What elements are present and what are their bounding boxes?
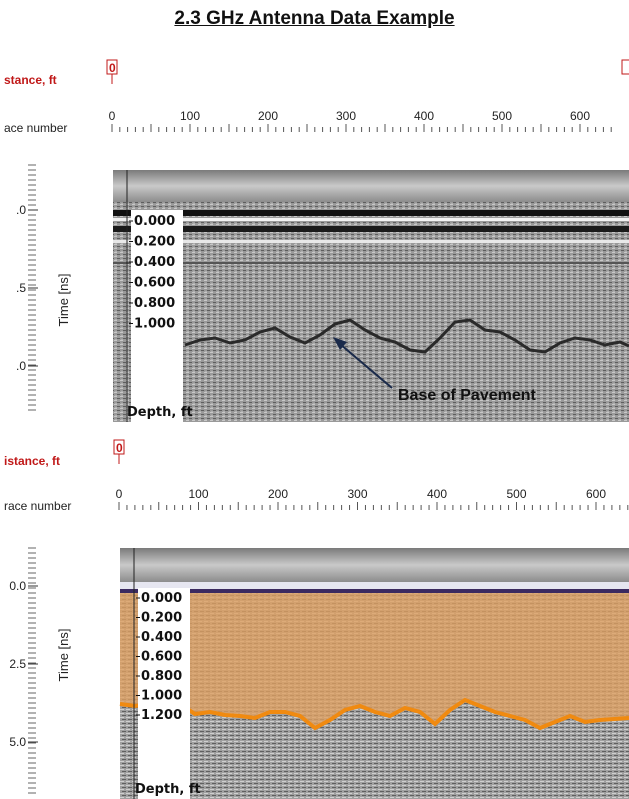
time-axis: .0 .5 .0 bbox=[16, 164, 38, 411]
trace-tick-label: 200 bbox=[268, 487, 288, 501]
trace-tick-label: 500 bbox=[506, 487, 526, 501]
depth-tick-label: 0.400 bbox=[134, 255, 175, 270]
trace-tick-label: 300 bbox=[336, 109, 356, 123]
trace-tick-label: 400 bbox=[414, 109, 434, 123]
trace-tick-label: 400 bbox=[427, 487, 447, 501]
trace-tick-label: 600 bbox=[570, 109, 590, 123]
layer-band bbox=[113, 240, 629, 243]
time-tick-label: 0.0 bbox=[9, 579, 26, 593]
time-tick-label: .5 bbox=[16, 281, 26, 295]
trace-axis: 0 100 200 300 400 500 600 bbox=[109, 109, 612, 132]
depth-tick-label: 0.800 bbox=[141, 669, 182, 684]
base-of-pavement-pick bbox=[119, 697, 629, 731]
annotation-arrow bbox=[339, 343, 393, 389]
air-band bbox=[113, 170, 629, 202]
distance-marker: 0 bbox=[109, 61, 116, 75]
depth-tick-label: 0.800 bbox=[134, 296, 175, 311]
time-tick-label: 2.5 bbox=[9, 657, 26, 671]
surface-reflection bbox=[120, 589, 629, 593]
distance-marker: 0 bbox=[116, 441, 123, 455]
base-of-pavement-reflector bbox=[184, 318, 629, 354]
depth-tick-label: 1.200 bbox=[141, 708, 182, 723]
time-axis-title: Time [ns] bbox=[56, 274, 71, 327]
depth-axis-title: Depth, ft bbox=[135, 782, 201, 797]
trace-tick-label: 100 bbox=[188, 487, 208, 501]
trace-number-label: ace number bbox=[4, 121, 67, 135]
depth-tick-label: 0.200 bbox=[141, 611, 182, 626]
depth-tick-label: 0.600 bbox=[134, 276, 175, 291]
trace-tick-label: 0 bbox=[109, 109, 116, 123]
trace-tick-label: 100 bbox=[180, 109, 200, 123]
time-tick-label: .0 bbox=[16, 203, 26, 217]
panel-raw: stance, ft 0 ace number 0 100 200 300 400 500… bbox=[4, 59, 629, 422]
annotation-text: Base of Pavement bbox=[398, 387, 537, 404]
depth-tick-label: 1.000 bbox=[141, 689, 182, 704]
depth-scale-box bbox=[138, 588, 190, 799]
distance-label: istance, ft bbox=[4, 454, 60, 468]
trace-number-label: race number bbox=[4, 499, 71, 513]
surface-reflection bbox=[113, 210, 629, 216]
trace-axis: 0 100 200 300 400 500 600 bbox=[116, 487, 629, 510]
layer-band bbox=[113, 262, 629, 264]
trace-tick-label: 600 bbox=[586, 487, 606, 501]
depth-tick-label: 0.000 bbox=[141, 591, 182, 606]
trace-tick-label: 500 bbox=[492, 109, 512, 123]
depth-axis-title: Depth, ft bbox=[127, 405, 193, 420]
depth-tick-label: 0.000 bbox=[134, 214, 175, 229]
time-axis: 0.0 2.5 5.0 bbox=[9, 547, 38, 794]
surface-reflection-white bbox=[113, 218, 629, 221]
annotation: Base of Pavement bbox=[333, 337, 537, 404]
trace-tick-label: 300 bbox=[347, 487, 367, 501]
radargram-image bbox=[119, 548, 629, 799]
time-axis-title: Time [ns] bbox=[56, 629, 71, 682]
depth-tick-label: 0.600 bbox=[141, 650, 182, 665]
trace-tick-label: 200 bbox=[258, 109, 278, 123]
distance-end-marker bbox=[621, 59, 629, 75]
depth-axis: 0.000 0.200 0.400 0.600 0.800 1.000 1.200 bbox=[136, 591, 182, 723]
trace-tick-label: 0 bbox=[116, 487, 123, 501]
air-band bbox=[120, 548, 629, 582]
time-tick-label: 5.0 bbox=[9, 735, 26, 749]
surface-reflection-2 bbox=[113, 226, 629, 232]
panel-picked: istance, ft 0 race number 0 100 200 300 400 5… bbox=[4, 439, 629, 799]
depth-scale-box bbox=[131, 210, 183, 422]
depth-axis: 0.000 0.200 0.400 0.600 0.800 1.000 bbox=[129, 214, 175, 332]
annotation-arrowhead bbox=[333, 337, 347, 350]
depth-tick-label: 1.000 bbox=[134, 317, 175, 332]
distance-label: stance, ft bbox=[4, 73, 57, 87]
depth-tick-label: 0.200 bbox=[134, 235, 175, 250]
depth-tick-label: 0.400 bbox=[141, 630, 182, 645]
time-tick-label: .0 bbox=[16, 359, 26, 373]
surface-band bbox=[120, 582, 629, 589]
radar-texture bbox=[113, 202, 629, 422]
pavement-layer-fill bbox=[120, 593, 629, 728]
page-title: 2.3 GHz Antenna Data Example bbox=[174, 8, 455, 29]
radargram-image bbox=[113, 170, 629, 422]
